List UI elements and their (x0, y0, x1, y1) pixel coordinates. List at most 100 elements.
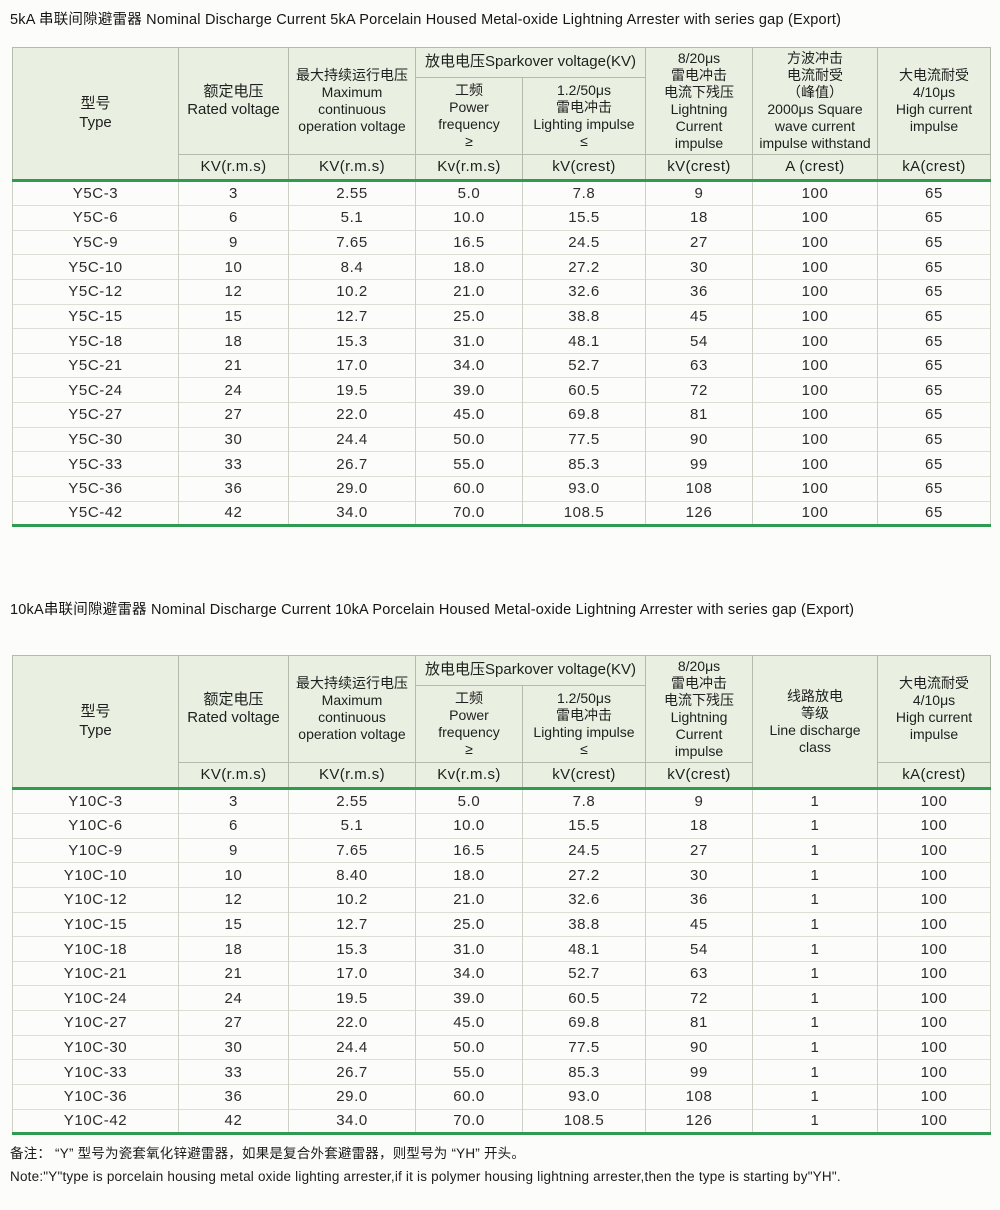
col-header-power-frequency: 工频 Power frequency ≥ (415, 684, 523, 764)
value-cell: 100 (877, 960, 991, 986)
value-cell: 100 (752, 229, 878, 255)
value-cell: 77.5 (522, 426, 646, 452)
value-cell: 10 (178, 862, 289, 888)
table-row: Y5C-18 18 15.3 31.0 48.1 54 100 65 (12, 328, 991, 354)
value-cell: 30 (178, 426, 289, 452)
value-cell: 60.5 (522, 377, 646, 403)
value-cell: 24 (178, 985, 289, 1011)
value-cell: 100 (877, 813, 991, 839)
value-cell: 1 (752, 1108, 878, 1134)
value-cell: 26.7 (288, 451, 416, 477)
col-header-lightning-impulse: 1.2/50μs 雷电冲击 Lighting impulse ≤ (522, 684, 646, 764)
value-cell: 48.1 (522, 936, 646, 962)
model-cell: Y5C-24 (12, 377, 179, 403)
unit-cell: kV(crest) (522, 154, 646, 183)
value-cell: 7.8 (522, 788, 646, 814)
model-cell: Y5C-36 (12, 475, 179, 502)
value-cell: 39.0 (415, 377, 523, 403)
value-cell: 45.0 (415, 1010, 523, 1036)
value-cell: 10.0 (415, 205, 523, 231)
model-cell: Y5C-18 (12, 328, 179, 354)
value-cell: 108 (645, 475, 753, 502)
value-cell: 18.0 (415, 254, 523, 280)
col-header-high-current: 大电流耐受 4/10μs High current impulse (877, 46, 991, 156)
table-row: Y10C-24 24 19.5 39.0 60.5 72 1 100 (12, 985, 991, 1011)
value-cell: 99 (645, 1059, 753, 1085)
table-row: Y10C-42 42 34.0 70.0 108.5 126 1 100 (12, 1108, 991, 1134)
table-row: Y10C-9 9 7.65 16.5 24.5 27 1 100 (12, 837, 991, 863)
value-cell: 54 (645, 936, 753, 962)
value-cell: 65 (877, 229, 991, 255)
value-cell: 52.7 (522, 960, 646, 986)
value-cell: 17.0 (288, 352, 416, 378)
table-row: Y10C-36 36 29.0 60.0 93.0 108 1 100 (12, 1083, 991, 1110)
unit-cell: KV(r.m.s) (178, 154, 289, 183)
value-cell: 34.0 (415, 960, 523, 986)
model-cell: Y5C-30 (12, 426, 179, 452)
value-cell: 65 (877, 426, 991, 452)
value-cell: 2.55 (288, 788, 416, 814)
value-cell: 1 (752, 1034, 878, 1060)
footnote-block: 备注： “Y” 型号为瓷套氧化锌避雷器，如果是复合外套避雷器，则型号为 “YH”… (10, 1142, 990, 1191)
value-cell: 65 (877, 475, 991, 502)
table-row: Y10C-21 21 17.0 34.0 52.7 63 1 100 (12, 960, 991, 986)
value-cell: 15.5 (522, 205, 646, 231)
value-cell: 10 (178, 254, 289, 280)
value-cell: 81 (645, 1010, 753, 1036)
value-cell: 42 (178, 1108, 289, 1134)
value-cell: 100 (752, 426, 878, 452)
value-cell: 77.5 (522, 1034, 646, 1060)
value-cell: 12.7 (288, 303, 416, 329)
value-cell: 21.0 (415, 278, 523, 305)
value-cell: 108.5 (522, 1108, 646, 1134)
unit-cell: kA(crest) (877, 154, 991, 183)
unit-cell: KV(r.m.s) (288, 154, 416, 183)
value-cell: 85.3 (522, 451, 646, 477)
value-cell: 12.7 (288, 911, 416, 937)
table-row: Y5C-3 3 2.55 5.0 7.8 9 100 65 (12, 180, 991, 206)
model-cell: Y10C-9 (12, 837, 179, 863)
value-cell: 69.8 (522, 1010, 646, 1036)
value-cell: 100 (877, 1083, 991, 1110)
model-cell: Y10C-36 (12, 1083, 179, 1110)
value-cell: 1 (752, 911, 878, 937)
value-cell: 9 (178, 837, 289, 863)
value-cell: 81 (645, 402, 753, 428)
value-cell: 25.0 (415, 911, 523, 937)
value-cell: 126 (645, 1108, 753, 1134)
value-cell: 36 (645, 278, 753, 305)
value-cell: 7.65 (288, 229, 416, 255)
value-cell: 100 (877, 862, 991, 888)
table-row: Y5C-24 24 19.5 39.0 60.5 72 100 65 (12, 377, 991, 403)
value-cell: 65 (877, 205, 991, 231)
value-cell: 100 (877, 911, 991, 937)
value-cell: 100 (877, 936, 991, 962)
col-header-max-continuous: 最大持续运行电压 Maximum continuous operation vo… (288, 654, 416, 764)
value-cell: 60.0 (415, 475, 523, 502)
unit-cell: Kv(r.m.s) (415, 762, 523, 791)
value-cell: 33 (178, 1059, 289, 1085)
value-cell: 15 (178, 911, 289, 937)
value-cell: 27.2 (522, 862, 646, 888)
col-header-square-wave: 方波冲击 电流耐受 （峰值） 2000μs Square wave curren… (752, 46, 878, 156)
value-cell: 100 (877, 985, 991, 1011)
value-cell: 50.0 (415, 1034, 523, 1060)
value-cell: 21 (178, 352, 289, 378)
value-cell: 9 (178, 229, 289, 255)
value-cell: 70.0 (415, 500, 523, 526)
value-cell: 100 (877, 837, 991, 863)
table-row: Y5C-21 21 17.0 34.0 52.7 63 100 65 (12, 352, 991, 378)
value-cell: 100 (752, 303, 878, 329)
value-cell: 3 (178, 180, 289, 206)
value-cell: 24.4 (288, 1034, 416, 1060)
col-header-type: 型号 Type (12, 654, 179, 791)
model-cell: Y5C-12 (12, 278, 179, 305)
col-header-lightning-impulse: 1.2/50μs 雷电冲击 Lighting impulse ≤ (522, 76, 646, 156)
value-cell: 45 (645, 911, 753, 937)
value-cell: 38.8 (522, 911, 646, 937)
value-cell: 26.7 (288, 1059, 416, 1085)
value-cell: 31.0 (415, 328, 523, 354)
model-cell: Y10C-21 (12, 960, 179, 986)
value-cell: 65 (877, 180, 991, 206)
value-cell: 45 (645, 303, 753, 329)
